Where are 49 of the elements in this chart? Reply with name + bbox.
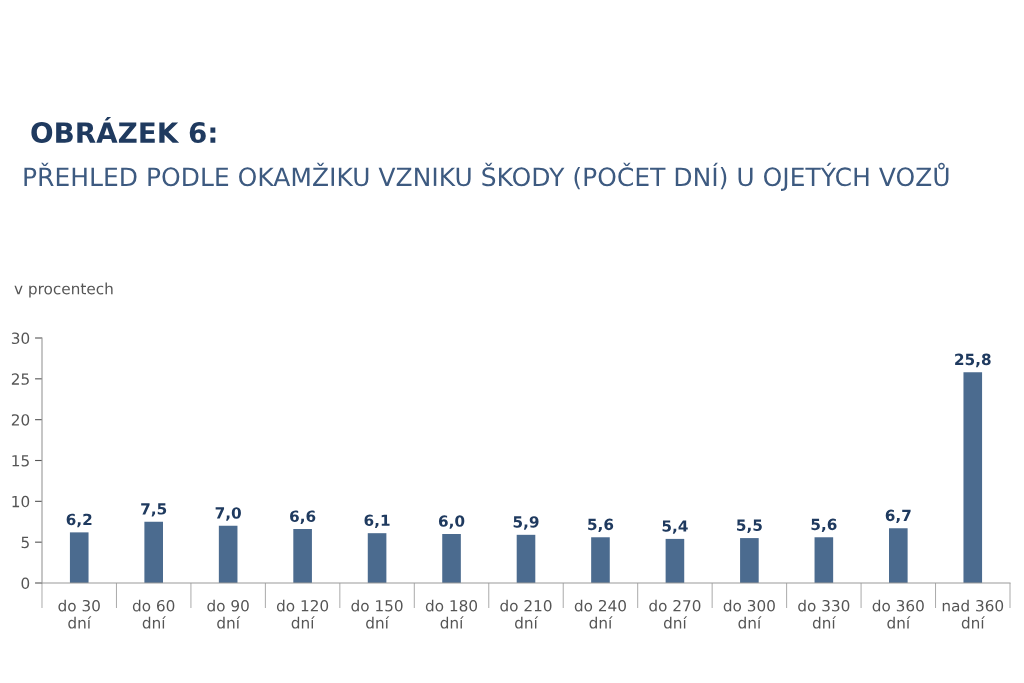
- data-label: 5,6: [588, 518, 614, 533]
- x-tick-label: do 210 dní: [500, 599, 552, 629]
- bar: [814, 537, 834, 583]
- bar: [218, 525, 238, 583]
- bar: [665, 538, 685, 583]
- x-tick-label: do 30 dní: [58, 599, 100, 629]
- x-tick-label: do 120 dní: [276, 599, 329, 629]
- x-tick-label: do 90 dní: [207, 599, 249, 629]
- bar: [963, 372, 983, 583]
- bar: [740, 538, 759, 583]
- data-label: 6,1: [364, 514, 390, 529]
- bar: [69, 532, 89, 583]
- x-tick-label: do 330 dní: [798, 599, 850, 629]
- x-tick-label: do 300 dní: [723, 599, 775, 629]
- data-label: 5,4: [662, 520, 688, 534]
- x-tick-label: do 180 dní: [425, 599, 478, 629]
- x-tick-label: nad 360 dní: [942, 599, 1004, 629]
- chart-title: OBRÁZEK 6:: [31, 116, 216, 144]
- data-label: 6,0: [438, 515, 465, 529]
- data-label: 5,9: [513, 516, 539, 530]
- data-label: 7,5: [141, 503, 167, 517]
- bar: [889, 528, 908, 583]
- y-tick-label: 10: [12, 495, 30, 508]
- x-tick-label: do 240 dní: [574, 599, 626, 629]
- y-axis-title: v procentech: [14, 282, 113, 298]
- x-tick-label: do 360 dní: [872, 599, 924, 629]
- bar: [591, 537, 610, 583]
- data-label: 5,6: [811, 518, 837, 533]
- y-tick-label: 25: [11, 373, 29, 385]
- x-tick-label: do 150 dní: [351, 599, 403, 629]
- bar: [293, 529, 312, 583]
- bar: [144, 521, 163, 583]
- bar: [516, 534, 536, 583]
- x-tick-label: do 270 dní: [649, 599, 701, 629]
- y-tick-label: 15: [12, 455, 29, 467]
- chart-subtitle: PŘEHLED PODLE OKAMŽIKU VZNIKU ŠKODY (POČET DNÍ) U OJETÝCH VOZŮ: [24, 162, 949, 191]
- data-label: 6,2: [66, 513, 92, 528]
- y-tick-label: 5: [21, 536, 29, 549]
- bar: [367, 533, 387, 583]
- y-tick-label: 0: [21, 577, 30, 590]
- bar: [442, 534, 461, 583]
- x-tick-label: do 60 dní: [132, 599, 175, 629]
- y-tick-label: 30: [11, 332, 30, 345]
- data-label: 5,5: [737, 519, 762, 533]
- data-label: 25,8: [955, 353, 991, 368]
- data-label: 6,6: [290, 510, 316, 524]
- data-label: 7,0: [215, 507, 241, 521]
- y-tick-label: 20: [11, 414, 30, 426]
- data-label: 6,7: [885, 509, 911, 524]
